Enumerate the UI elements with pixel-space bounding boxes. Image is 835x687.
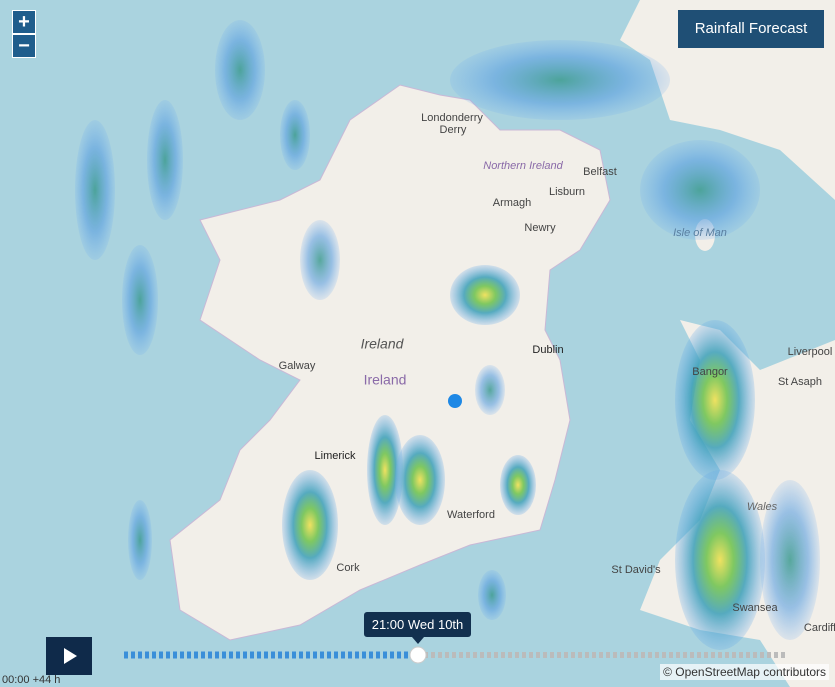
rain-cell <box>280 100 310 170</box>
map-title: Rainfall Forecast <box>678 10 824 48</box>
tooltip-pointer <box>412 637 424 644</box>
place-label: Galway <box>279 360 316 372</box>
place-label: Limerick <box>315 450 356 462</box>
place-label: Dublin <box>532 344 563 356</box>
rain-cell <box>640 140 760 240</box>
place-label: Ireland <box>361 336 405 352</box>
scotland-land <box>620 0 835 200</box>
rain-layer <box>75 20 820 650</box>
place-label: Londonderry <box>421 112 483 124</box>
rain-cell <box>475 365 505 415</box>
rain-cell <box>75 120 115 260</box>
rain-cell <box>675 320 755 480</box>
rain-cell <box>500 455 536 515</box>
place-label: St Asaph <box>778 376 822 388</box>
zoom-in-button[interactable]: + <box>12 10 36 34</box>
place-label: Ireland <box>364 372 407 388</box>
zoom-out-button[interactable]: − <box>12 34 36 58</box>
ireland-land <box>169 84 611 641</box>
rain-cell <box>300 220 340 300</box>
rain-cell <box>760 480 820 640</box>
location-marker <box>448 394 462 408</box>
place-label: Waterford <box>447 509 495 521</box>
range-label: 00:00 +44 h <box>2 674 61 686</box>
place-label: Isle of Man <box>673 227 727 239</box>
current-time: 21:00 Wed 10th <box>364 612 471 637</box>
place-label: Belfast <box>583 166 617 178</box>
rain-cell <box>478 570 506 620</box>
place-label: Newry <box>524 222 556 234</box>
rain-cell <box>122 245 158 355</box>
rain-cell <box>215 20 265 120</box>
rain-cell <box>282 470 338 580</box>
place-label: Derry <box>440 124 467 136</box>
rain-cell <box>128 500 152 580</box>
place-label: Lisburn <box>549 186 585 198</box>
rain-cell <box>395 435 445 525</box>
place-label: Cardiff <box>804 622 835 634</box>
attribution: © OpenStreetMap contributors <box>660 664 829 680</box>
place-label: St David's <box>611 564 661 576</box>
place-label: Swansea <box>732 602 778 614</box>
place-label: Armagh <box>493 197 532 209</box>
play-button[interactable] <box>46 637 92 675</box>
place-label: Northern Ireland <box>483 160 563 172</box>
place-label: Wales <box>747 501 778 513</box>
rain-cell <box>367 415 403 525</box>
timeline-track <box>124 637 785 664</box>
rain-cell <box>450 40 670 120</box>
place-label: Liverpool <box>788 346 833 358</box>
rain-cell <box>147 100 183 220</box>
timeline-knob[interactable] <box>409 646 427 664</box>
rain-cell <box>450 265 520 325</box>
rain-cell <box>675 470 765 650</box>
place-label: Bangor <box>692 366 728 378</box>
play-icon <box>64 648 77 664</box>
place-label: Cork <box>336 562 360 574</box>
